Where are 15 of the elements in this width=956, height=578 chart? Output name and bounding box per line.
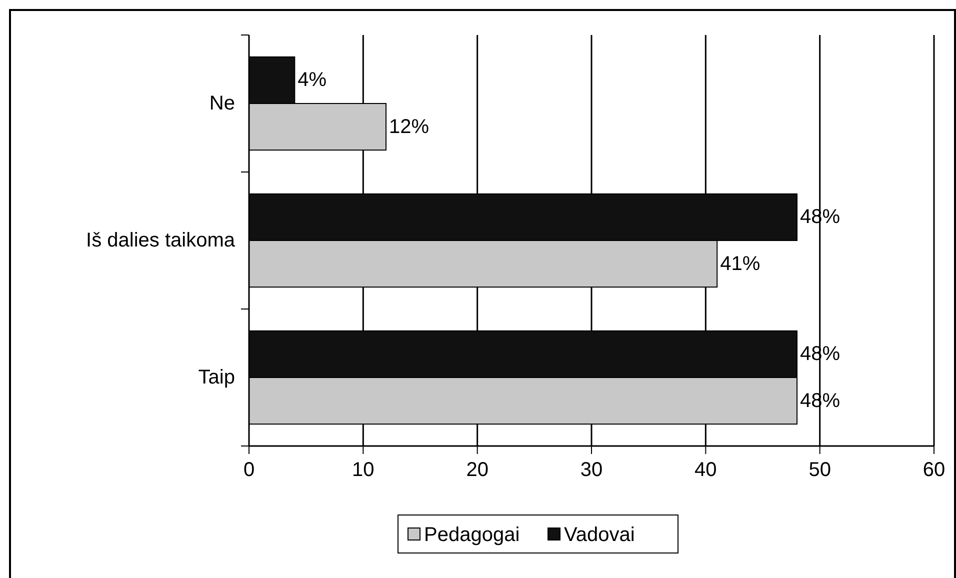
x-tick-label: 0: [243, 459, 255, 481]
y-tick-label: Taip: [198, 366, 235, 388]
y-tick-label: Ne: [209, 92, 235, 114]
legend-label: Pedagogai: [424, 524, 520, 546]
data-label: 12%: [389, 116, 430, 138]
x-tick-label: 30: [580, 459, 603, 481]
data-label: 4%: [298, 69, 327, 92]
y-tick-label: Iš dalies taikoma: [86, 230, 236, 252]
x-tick-label: 10: [352, 459, 374, 481]
data-label: 41%: [720, 252, 760, 275]
x-tick-label: 40: [694, 459, 717, 481]
legend-label: Vadovai: [564, 524, 635, 546]
x-tick-label: 50: [808, 459, 831, 481]
x-tick-label: 20: [466, 459, 488, 481]
x-tick-label: 60: [922, 459, 946, 481]
